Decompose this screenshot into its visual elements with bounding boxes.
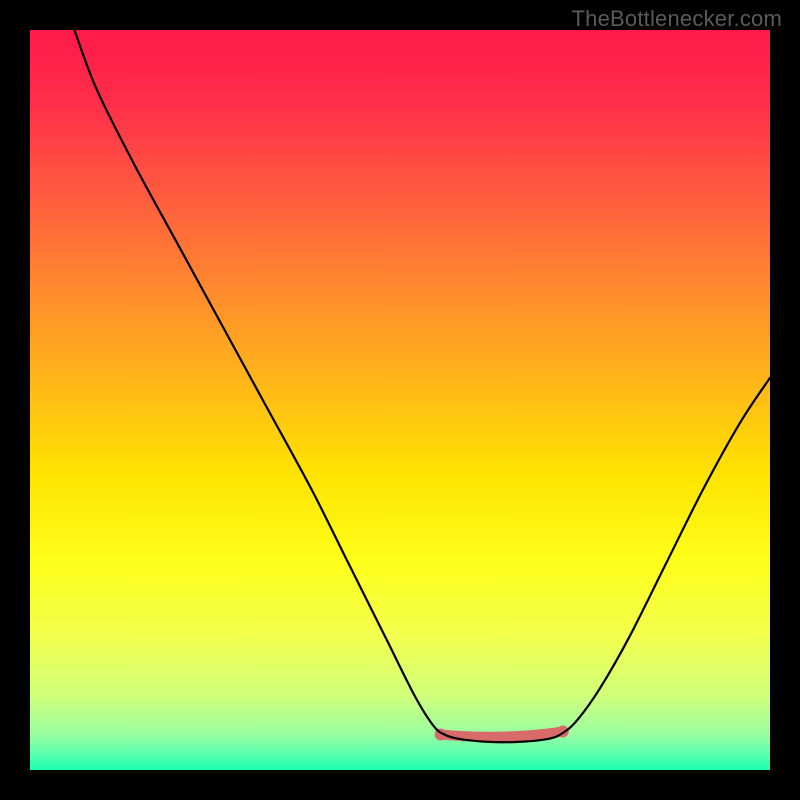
optimal-range-highlight xyxy=(441,732,563,737)
bottleneck-curve-line xyxy=(74,30,770,742)
plot-area xyxy=(30,30,770,770)
bottleneck-curve xyxy=(30,30,770,770)
watermark-text: TheBottlenecker.com xyxy=(572,6,782,32)
